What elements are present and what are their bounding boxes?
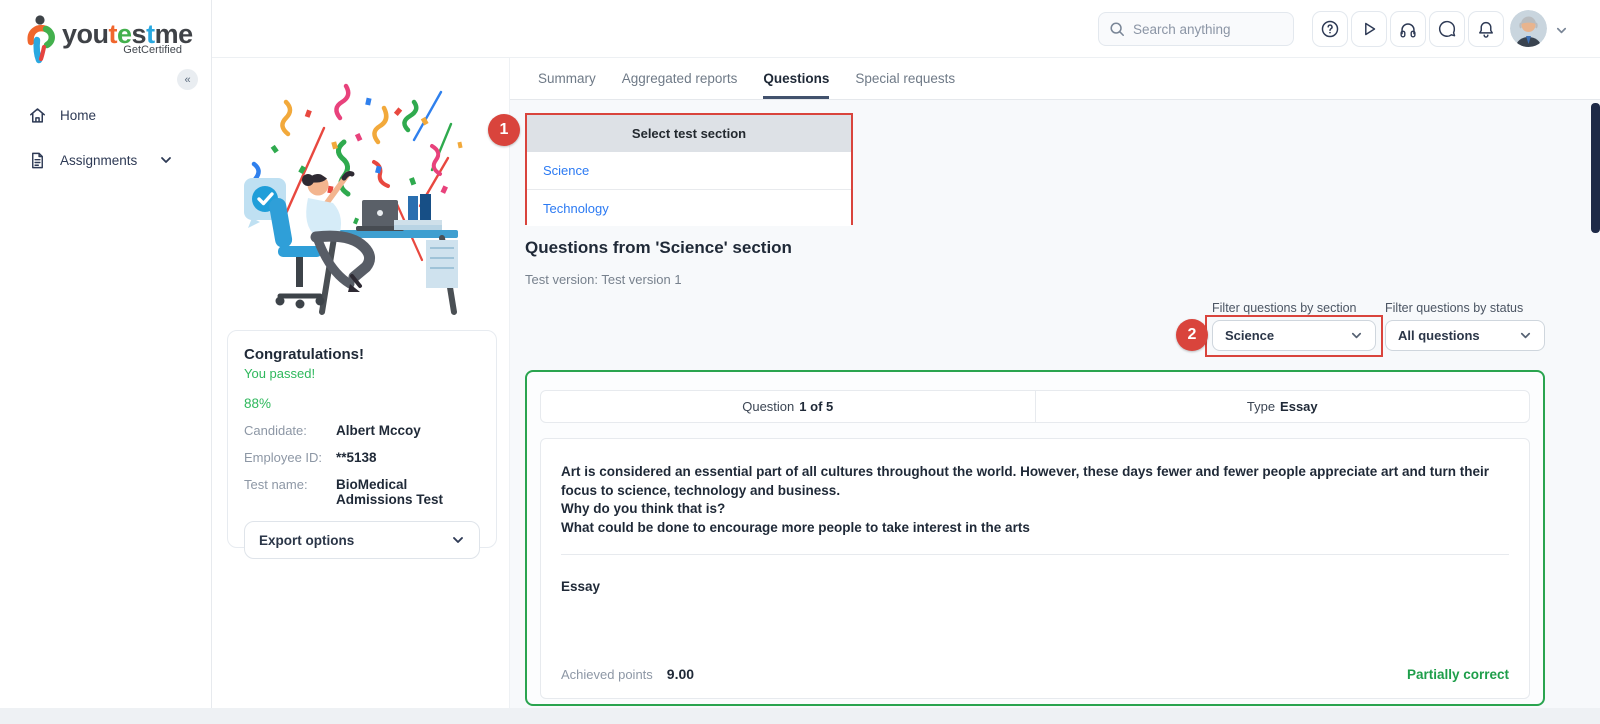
annotation-step-2: 2 (1176, 319, 1208, 351)
section-link-science[interactable]: Science (527, 152, 851, 189)
question-card: Question 1 of 5 Type Essay Art is consid… (525, 370, 1545, 706)
chevron-down-icon (1351, 332, 1362, 339)
candidate-value: Albert Mccoy (336, 423, 421, 438)
sidebar: youtestme GetCertified « Home Assignment… (0, 0, 212, 708)
result-score: 88% (244, 396, 272, 411)
brand-logo-text: youtestme (62, 19, 193, 49)
filter-section-label: Filter questions by section (1212, 301, 1357, 315)
tab-summary[interactable]: Summary (538, 70, 596, 86)
tab-aggregated-reports[interactable]: Aggregated reports (621, 70, 738, 86)
chat-icon (1438, 20, 1456, 37)
support-button[interactable] (1390, 11, 1426, 47)
question-text: Art is considered an essential part of a… (561, 464, 1489, 535)
brand-logo: youtestme (24, 13, 193, 65)
avatar[interactable] (1510, 10, 1547, 47)
chat-button[interactable] (1429, 11, 1465, 47)
candidate-label: Candidate: (244, 423, 307, 438)
tab-special-requests[interactable]: Special requests (855, 70, 956, 86)
avatar-image (1510, 10, 1547, 47)
play-icon (1365, 22, 1376, 36)
search-input[interactable] (1133, 21, 1283, 37)
sidebar-item-label: Assignments (60, 152, 138, 168)
headphones-icon (1400, 23, 1416, 38)
tabs-bar: Summary Aggregated reports Questions Spe… (510, 58, 1600, 100)
result-card: Congratulations! You passed! 88% Candida… (227, 330, 497, 559)
chevron-down-icon (453, 537, 463, 543)
question-type-cell: Type Essay (1034, 391, 1530, 422)
test-version-text: Test version: Test version 1 (525, 272, 682, 287)
filter-status-dropdown[interactable]: All questions (1385, 320, 1545, 351)
search-icon (1110, 22, 1124, 36)
select-test-section-box: Select test section Science Technology (525, 113, 853, 226)
question-status-badge: Partially correct (1406, 667, 1509, 682)
question-card-header: Question 1 of 5 Type Essay (540, 390, 1530, 423)
filter-section-dropdown[interactable]: Science (1212, 320, 1376, 351)
candidate-row: Candidate: Albert Mccoy (244, 423, 480, 438)
chevron-down-icon (161, 157, 171, 163)
section-link-technology[interactable]: Technology (527, 189, 851, 226)
achieved-points-label: Achieved points (561, 667, 653, 682)
employee-id-row: Employee ID: **5138 (244, 450, 480, 465)
divider (561, 553, 1509, 555)
question-body: Art is considered an essential part of a… (540, 438, 1530, 699)
result-summary-panel: Congratulations! You passed! 88% Candida… (212, 58, 510, 708)
employee-id-value: **5138 (336, 450, 377, 465)
sidebar-collapse-button[interactable]: « (177, 69, 198, 90)
bell-icon (1479, 21, 1493, 38)
test-name-value: BioMedical Admissions Test (336, 477, 444, 507)
tab-questions[interactable]: Questions (763, 58, 830, 99)
notifications-button[interactable] (1468, 11, 1504, 47)
result-title: Congratulations! (244, 346, 364, 363)
test-name-label: Test name: (244, 477, 308, 492)
sidebar-item-label: Home (60, 107, 97, 123)
question-number: 1 of 5 (799, 399, 834, 414)
result-subtitle: You passed! (244, 366, 316, 381)
filter-status-label: Filter questions by status (1385, 301, 1524, 315)
employee-id-label: Employee ID: (244, 450, 323, 465)
document-icon (32, 152, 43, 168)
vertical-scrollbar-thumb[interactable] (1591, 103, 1600, 233)
avatar-chevron-down-icon[interactable] (1555, 24, 1568, 37)
export-options-button[interactable]: Export options (244, 521, 480, 559)
question-number-cell: Question 1 of 5 (742, 399, 834, 414)
collapse-icon: « (184, 73, 191, 86)
tutorials-button[interactable] (1351, 11, 1387, 47)
brand-logo-icon (27, 15, 55, 64)
help-icon (1321, 20, 1339, 38)
help-button[interactable] (1312, 11, 1348, 47)
select-test-section-header: Select test section (527, 115, 851, 152)
search-box[interactable] (1098, 12, 1294, 46)
page-title: Questions from 'Science' section (525, 238, 792, 257)
sidebar-item-home[interactable]: Home (0, 98, 212, 132)
home-icon (30, 107, 45, 123)
question-type: Essay (1280, 399, 1318, 414)
celebration-illustration (244, 83, 463, 315)
chevron-down-icon (1520, 332, 1531, 339)
topbar (212, 0, 1600, 58)
answer-type-label: Essay (561, 578, 601, 594)
annotation-step-1: 1 (488, 114, 520, 146)
test-name-row: Test name: BioMedical Admissions Test (244, 477, 480, 507)
brand-tagline: GetCertified (123, 44, 182, 56)
sidebar-item-assignments[interactable]: Assignments (0, 143, 212, 177)
page-bottom-strip (0, 708, 1600, 724)
achieved-points-row: Achieved points 9.00 (561, 666, 694, 682)
achieved-points-value: 9.00 (666, 666, 695, 682)
